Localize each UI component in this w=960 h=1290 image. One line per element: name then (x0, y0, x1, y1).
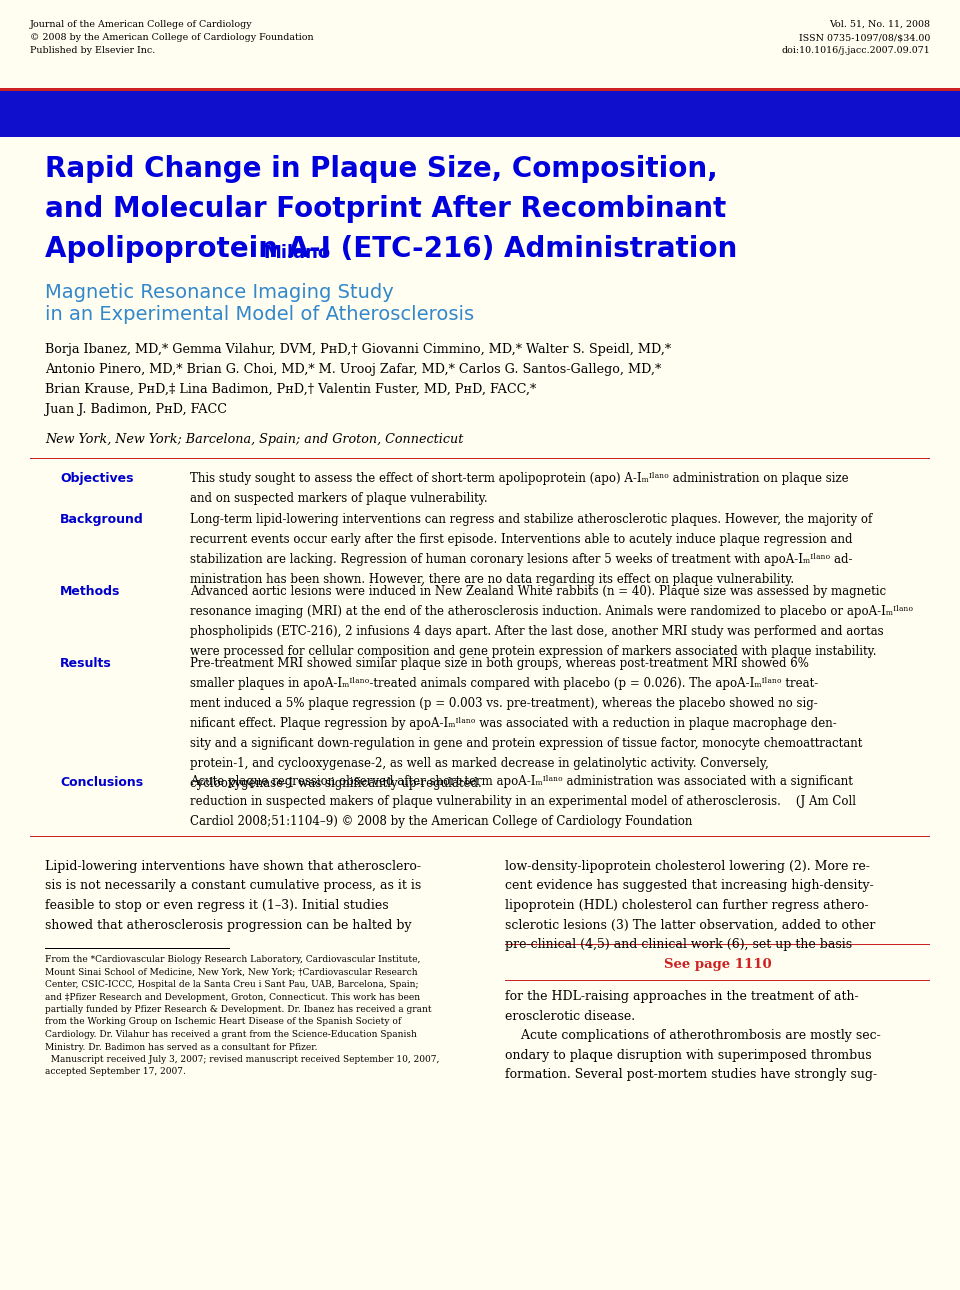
Text: Objectives: Objectives (60, 472, 133, 485)
Text: low-density-lipoprotein cholesterol lowering (2). More re-
cent evidence has sug: low-density-lipoprotein cholesterol lowe… (505, 860, 876, 951)
Text: in an Experimental Model of Atherosclerosis: in an Experimental Model of Atherosclero… (45, 304, 474, 324)
Text: Rapid Change in Plaque Size, Composition,: Rapid Change in Plaque Size, Composition… (45, 155, 718, 183)
Text: Milano: Milano (263, 244, 330, 262)
Text: See page 1110: See page 1110 (663, 958, 771, 971)
Text: Acute plaque regression observed after short-term apoA-Iₘᴵˡᵃⁿᵒ administration wa: Acute plaque regression observed after s… (190, 775, 856, 828)
Text: Long-term lipid-lowering interventions can regress and stabilize atherosclerotic: Long-term lipid-lowering interventions c… (190, 513, 873, 586)
Text: Vol. 51, No. 11, 2008
ISSN 0735-1097/08/$34.00
doi:10.1016/j.jacc.2007.09.071: Vol. 51, No. 11, 2008 ISSN 0735-1097/08/… (781, 21, 930, 55)
Text: for the HDL-raising approaches in the treatment of ath-
erosclerotic disease.
  : for the HDL-raising approaches in the tr… (505, 989, 880, 1081)
Text: Advanced aortic lesions were induced in New Zealand White rabbits (n = 40). Plaq: Advanced aortic lesions were induced in … (190, 584, 913, 658)
Text: Borja Ibanez, MD,* Gemma Vilahur, DVM, PʜD,† Giovanni Cimmino, MD,* Walter S. Sp: Borja Ibanez, MD,* Gemma Vilahur, DVM, P… (45, 343, 671, 356)
Text: Juan J. Badimon, PʜD, FACC: Juan J. Badimon, PʜD, FACC (45, 402, 227, 415)
Text: This study sought to assess the effect of short-term apolipoprotein (apo) A-Iₘᴵˡ: This study sought to assess the effect o… (190, 472, 849, 504)
Text: Background: Background (60, 513, 144, 526)
Text: From the *Cardiovascular Biology Research Laboratory, Cardiovascular Institute,
: From the *Cardiovascular Biology Researc… (45, 955, 440, 1076)
Text: Methods: Methods (60, 584, 120, 599)
Text: (ETC-216) Administration: (ETC-216) Administration (331, 235, 737, 263)
Text: and Molecular Footprint After Recombinant: and Molecular Footprint After Recombinan… (45, 195, 727, 223)
Text: Brian Krause, PʜD,‡ Lina Badimon, PʜD,† Valentin Fuster, MD, PʜD, FACC,*: Brian Krause, PʜD,‡ Lina Badimon, PʜD,† … (45, 383, 537, 396)
Text: Results: Results (60, 657, 111, 670)
Text: New York, New York; Barcelona, Spain; and Groton, Connecticut: New York, New York; Barcelona, Spain; an… (45, 433, 464, 446)
Text: Conclusions: Conclusions (60, 775, 143, 788)
Text: Journal of the American College of Cardiology
© 2008 by the American College of : Journal of the American College of Cardi… (30, 21, 314, 55)
Bar (0, 88, 960, 92)
Text: Apolipoprotein A-I: Apolipoprotein A-I (45, 235, 331, 263)
Text: Magnetic Resonance Imaging Study: Magnetic Resonance Imaging Study (45, 283, 394, 302)
Text: Antonio Pinero, MD,* Brian G. Choi, MD,* M. Urooj Zafar, MD,* Carlos G. Santos-G: Antonio Pinero, MD,* Brian G. Choi, MD,*… (45, 362, 661, 375)
Bar (0, 92, 960, 137)
Text: Pre-treatment MRI showed similar plaque size in both groups, whereas post-treatm: Pre-treatment MRI showed similar plaque … (190, 657, 862, 789)
Text: Lipid-lowering interventions have shown that atherosclero-
sis is not necessaril: Lipid-lowering interventions have shown … (45, 860, 421, 931)
